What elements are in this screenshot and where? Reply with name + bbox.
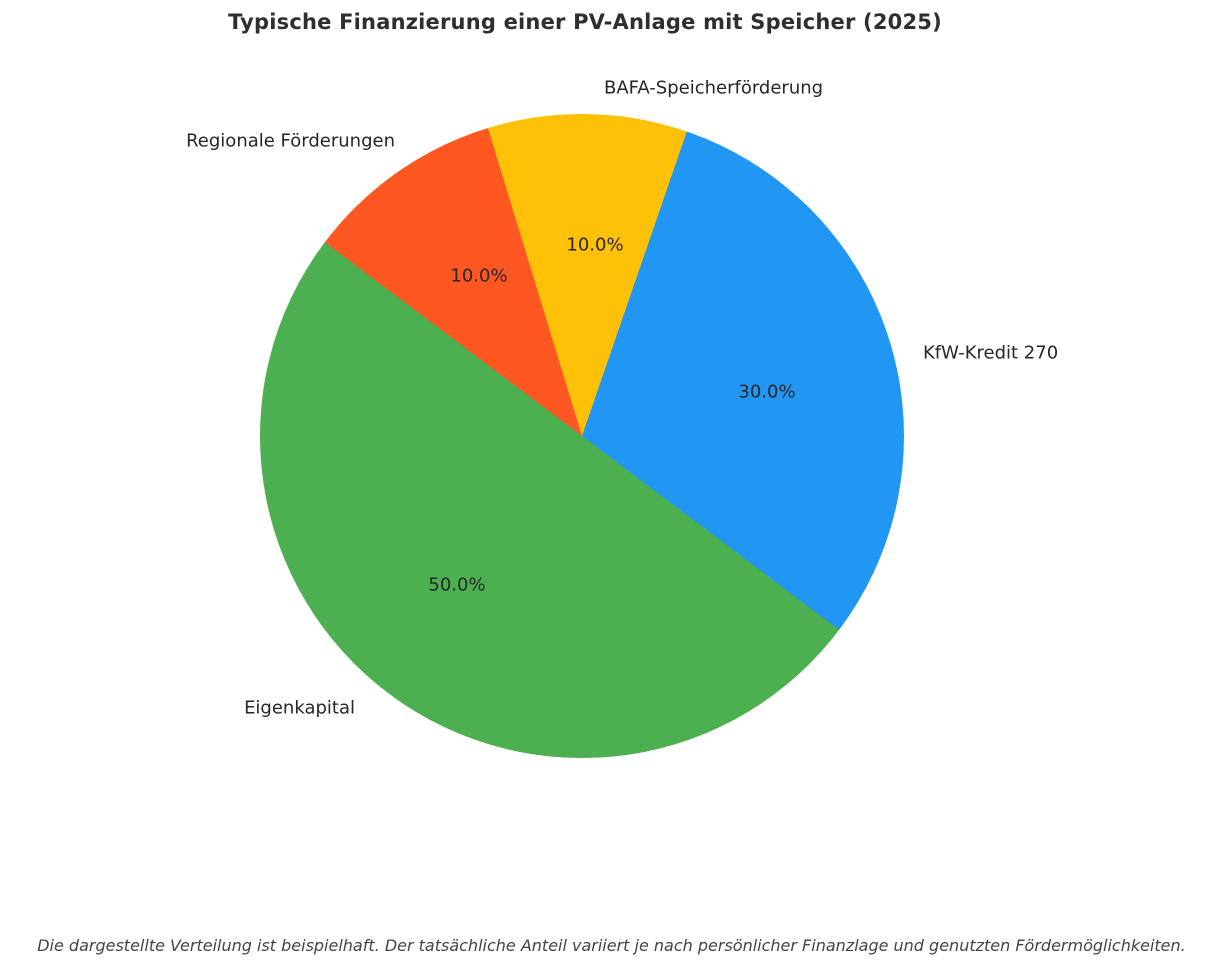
pct-label-bafa-speicherfoerderung: 10.0% — [566, 234, 624, 256]
slice-label-regionale-foerderungen: Regionale Förderungen — [186, 130, 395, 152]
slice-label-eigenkapital: Eigenkapital — [244, 697, 355, 719]
chart-title: Typische Finanzierung einer PV-Anlage mi… — [228, 10, 942, 34]
slice-label-bafa-speicherfoerderung: BAFA-Speicherförderung — [604, 77, 824, 99]
pct-label-eigenkapital: 50.0% — [428, 574, 486, 596]
pct-label-kfw-kredit: 30.0% — [738, 381, 796, 403]
slice-label-kfw-kredit: KfW-Kredit 270 — [923, 342, 1059, 364]
chart-footnote: Die dargestellte Verteilung ist beispiel… — [37, 936, 1186, 955]
pie-chart — [260, 114, 904, 758]
pct-label-regionale-foerderungen: 10.0% — [450, 265, 508, 287]
